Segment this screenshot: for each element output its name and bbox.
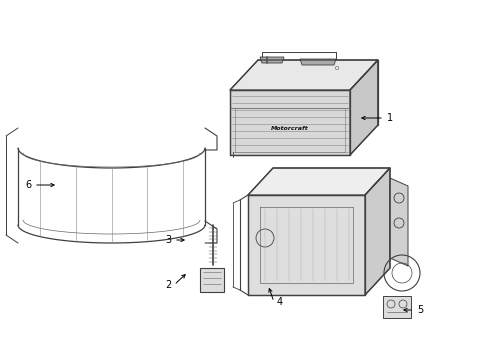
Polygon shape bbox=[260, 57, 284, 63]
Text: O: O bbox=[335, 66, 339, 71]
Text: 2: 2 bbox=[165, 280, 171, 290]
Polygon shape bbox=[350, 60, 378, 155]
Text: 3: 3 bbox=[165, 235, 171, 245]
Polygon shape bbox=[365, 168, 390, 295]
Polygon shape bbox=[390, 178, 408, 266]
Polygon shape bbox=[200, 268, 224, 292]
Polygon shape bbox=[300, 59, 336, 65]
Text: 6: 6 bbox=[25, 180, 31, 190]
Text: 4: 4 bbox=[277, 297, 283, 307]
Polygon shape bbox=[230, 90, 350, 155]
Polygon shape bbox=[248, 168, 390, 195]
Polygon shape bbox=[248, 195, 365, 295]
Text: Motorcraft: Motorcraft bbox=[271, 126, 309, 130]
Polygon shape bbox=[383, 296, 411, 318]
Text: 1: 1 bbox=[387, 113, 393, 123]
Text: 5: 5 bbox=[417, 305, 423, 315]
Polygon shape bbox=[230, 60, 378, 90]
